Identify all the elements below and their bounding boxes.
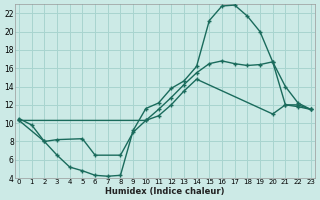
X-axis label: Humidex (Indice chaleur): Humidex (Indice chaleur) xyxy=(105,187,225,196)
